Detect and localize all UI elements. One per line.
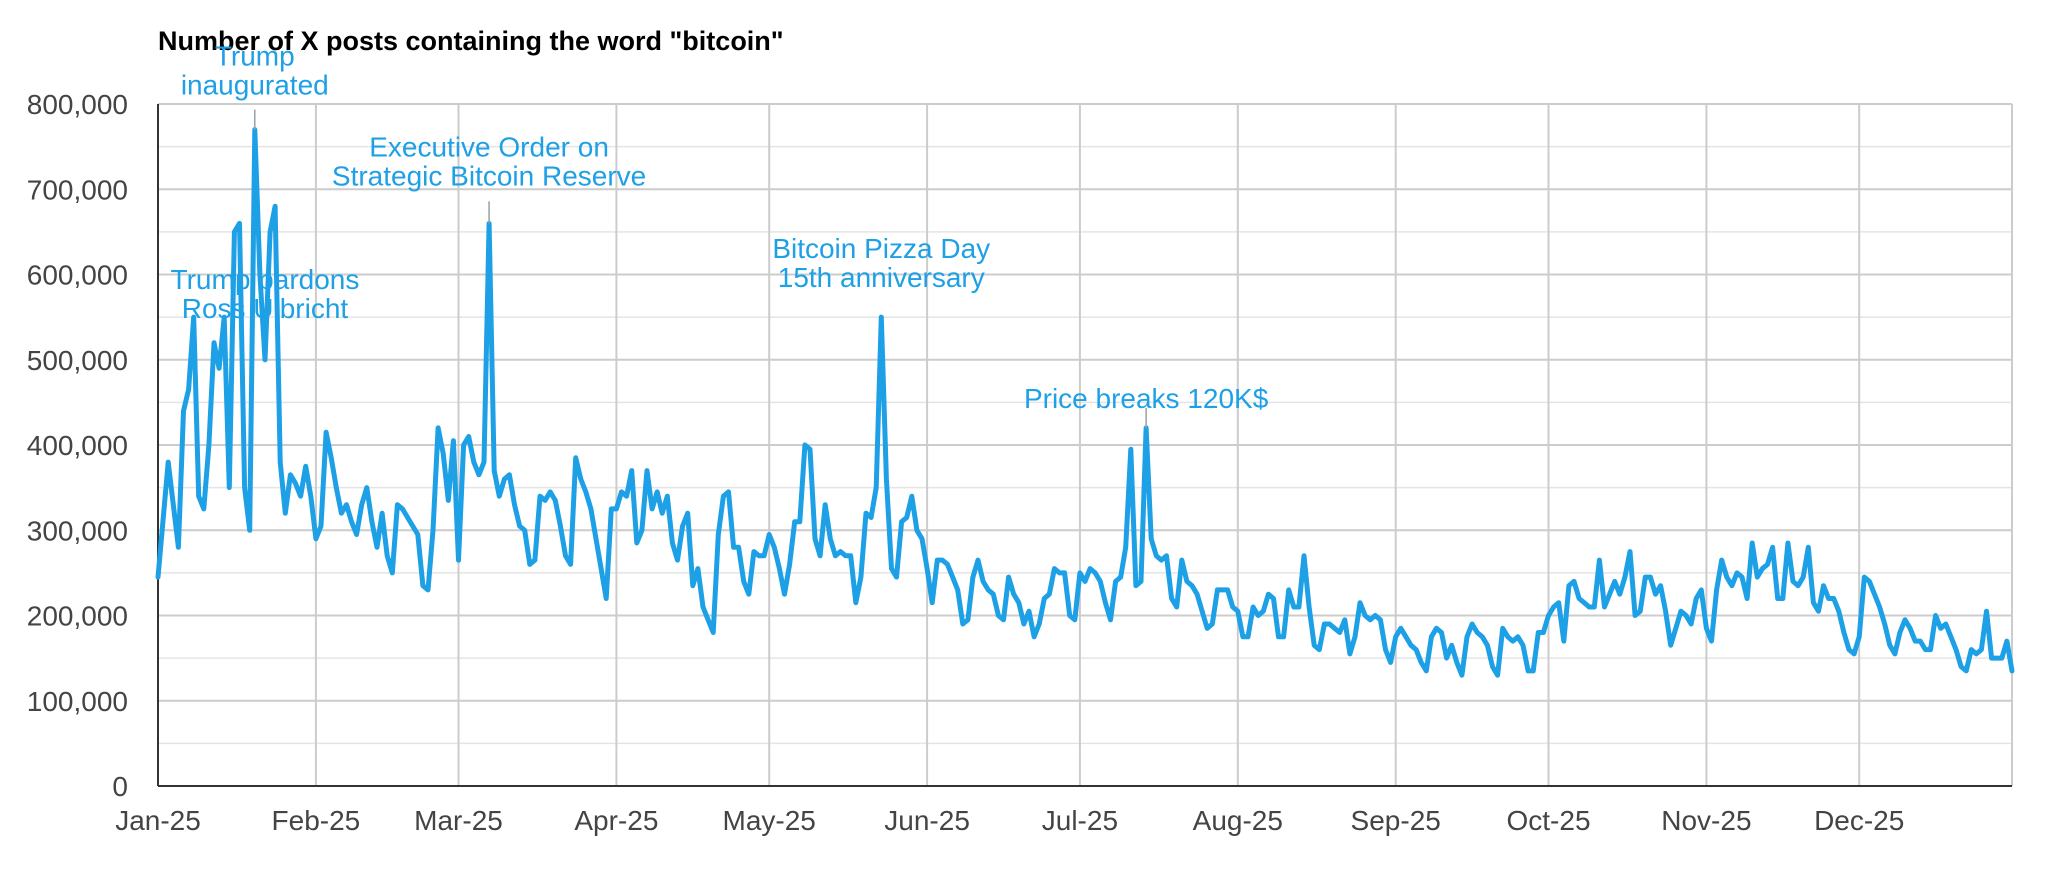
y-axis: 800,000 700,000 600,000 500,000 400,000 300,0… — [27, 89, 159, 802]
x-tick-label: Nov-25 — [1661, 805, 1751, 836]
x-tick-label: Sep-25 — [1351, 805, 1441, 836]
annotation-label: Executive Order on — [369, 131, 609, 162]
x-tick-label: Oct-25 — [1506, 805, 1590, 836]
x-tick-label: Jul-25 — [1042, 805, 1118, 836]
y-tick-label: 600,000 — [27, 260, 128, 291]
y-tick-label: 800,000 — [27, 89, 128, 120]
y-tick-label: 300,000 — [27, 515, 128, 546]
y-tick-label: 700,000 — [27, 174, 128, 205]
annotation-label: Trump pardons — [171, 264, 360, 295]
x-tick-label: Dec-25 — [1814, 805, 1904, 836]
y-tick-label: 100,000 — [27, 686, 128, 717]
y-tick-label: 200,000 — [27, 601, 128, 632]
y-tick-label: 400,000 — [27, 430, 128, 461]
x-tick-label: Jan-25 — [115, 805, 201, 836]
annotation-label: Strategic Bitcoin Reserve — [332, 160, 646, 191]
chart-title: Number of X posts containing the word "b… — [158, 26, 784, 56]
x-tick-label: Aug-25 — [1193, 805, 1283, 836]
x-tick-label: Feb-25 — [272, 805, 361, 836]
x-tick-label: Mar-25 — [414, 805, 503, 836]
series-line-group — [155, 127, 2015, 678]
annotation-label: 15th anniversary — [778, 262, 985, 293]
y-tick-label: 500,000 — [27, 345, 128, 376]
x-tick-label: Jun-25 — [884, 805, 970, 836]
annotation-label: Trump — [215, 41, 295, 72]
gridlines — [157, 103, 2013, 786]
annotation: Price breaks 120K$ — [1024, 383, 1269, 428]
annotation-label: Ross Ulbricht — [182, 293, 349, 324]
annotation-label: inaugurated — [181, 70, 329, 101]
annotation-label: Price breaks 120K$ — [1024, 383, 1269, 414]
y-tick-label: 0 — [112, 771, 128, 802]
annotation-label: Bitcoin Pizza Day — [772, 233, 990, 264]
x-tick-label: May-25 — [723, 805, 816, 836]
x-tick-label: Apr-25 — [574, 805, 658, 836]
series-line — [155, 127, 2015, 678]
x-axis: Jan-25 Feb-25 Mar-25 Apr-25 May-25 Jun-25 Jul-… — [115, 785, 2012, 836]
